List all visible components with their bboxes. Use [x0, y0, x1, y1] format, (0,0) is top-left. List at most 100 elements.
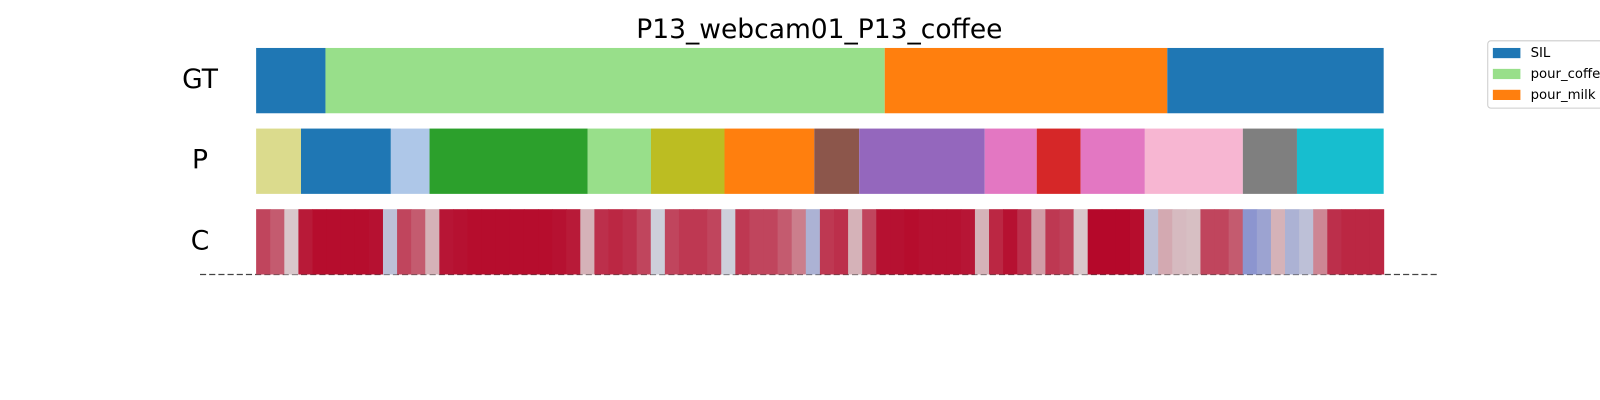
confidence-cell: [312, 209, 328, 275]
confidence-cell: [1003, 209, 1018, 275]
confidence-cell: [974, 209, 990, 275]
confidence-cell: [608, 209, 624, 275]
confidence-cell: [1242, 209, 1258, 275]
confidence-cell: [989, 209, 1004, 275]
confidence-cell: [622, 209, 638, 275]
segment: [1144, 128, 1243, 194]
confidence-cell: [326, 209, 342, 275]
confidence-cell: [890, 209, 905, 275]
confidence-cell: [749, 209, 765, 275]
confidence-cell: [411, 209, 426, 275]
confidence-cell: [382, 209, 398, 275]
confidence-cell: [707, 209, 722, 275]
confidence-cell: [763, 209, 779, 275]
legend-swatch: [1492, 68, 1521, 80]
confidence-cell: [523, 209, 539, 275]
confidence-cell: [1214, 209, 1230, 275]
confidence-cell: [946, 209, 962, 275]
segment: [256, 47, 326, 114]
confidence-cell: [1256, 209, 1272, 275]
legend-label: pour_coffe: [1531, 67, 1600, 82]
confidence-cell: [1031, 209, 1046, 275]
confidence-cell: [819, 209, 835, 275]
confidence-cell: [1115, 209, 1131, 275]
confidence-cell: [1341, 209, 1356, 275]
confidence-cell: [918, 209, 934, 275]
confidence-cell: [636, 209, 652, 275]
confidence-cell: [509, 209, 525, 275]
legend-label: pour_milk: [1531, 88, 1596, 103]
confidence-cell: [1144, 209, 1159, 275]
segment: [256, 128, 301, 194]
legend-label: SIL: [1531, 46, 1551, 61]
segment: [1167, 47, 1384, 114]
confidence-cell: [932, 209, 948, 275]
confidence-cell: [791, 209, 807, 275]
confidence-cell: [650, 209, 666, 275]
confidence-cell: [1270, 209, 1286, 275]
row-label: GT: [182, 64, 219, 95]
confidence-cell: [862, 209, 877, 275]
confidence-cell: [1186, 209, 1201, 275]
legend-swatch: [1492, 47, 1521, 59]
confidence-cell: [664, 209, 680, 275]
confidence-cell: [1087, 209, 1103, 275]
segment: [429, 128, 588, 194]
confidence-cell: [1285, 209, 1300, 275]
confidence-cell: [453, 209, 469, 275]
segment: [1296, 128, 1384, 194]
confidence-cell: [1228, 209, 1244, 275]
segment: [814, 128, 860, 194]
segment: [1242, 128, 1297, 194]
confidence-cell: [876, 209, 891, 275]
confidence-cell: [1129, 209, 1145, 275]
confidence-cell: [1200, 209, 1216, 275]
confidence-cell: [298, 209, 314, 275]
confidence-cell: [1299, 209, 1314, 275]
confidence-cell: [552, 209, 567, 275]
confidence-cell: [1313, 209, 1328, 275]
confidence-cell: [1369, 209, 1385, 275]
confidence-cell: [340, 209, 356, 275]
confidence-cell: [566, 209, 581, 275]
confidence-cell: [425, 209, 440, 275]
confidence-cell: [439, 209, 454, 275]
confidence-cell: [397, 209, 412, 275]
confidence-cell: [354, 209, 370, 275]
confidence-cell: [580, 209, 595, 275]
confidence-cell: [467, 209, 483, 275]
confidence-cell: [481, 209, 497, 275]
confidence-cell: [1017, 209, 1032, 275]
confidence-cell: [284, 209, 299, 275]
segment: [650, 128, 725, 194]
confidence-cell: [538, 209, 553, 275]
confidence-cell: [1073, 209, 1089, 275]
confidence-cell: [805, 209, 821, 275]
confidence-cell: [1172, 209, 1187, 275]
confidence-cell: [1327, 209, 1342, 275]
segment: [587, 128, 651, 194]
segment: [984, 128, 1037, 194]
confidence-cell: [721, 209, 736, 275]
confidence-cell: [1355, 209, 1371, 275]
confidence-cell: [256, 209, 271, 275]
legend-swatch: [1492, 89, 1521, 100]
segment: [325, 47, 885, 114]
segment: [390, 128, 430, 194]
confidence-cell: [1158, 209, 1173, 275]
segment: [724, 128, 815, 194]
segment: [859, 128, 985, 194]
confidence-cell: [495, 209, 511, 275]
confidence-cell: [833, 209, 849, 275]
segment: [300, 128, 391, 194]
confidence-cell: [848, 209, 863, 275]
confidence-cell: [270, 209, 285, 275]
confidence-cell: [693, 209, 708, 275]
confidence-cell: [735, 209, 750, 275]
confidence-cell: [368, 209, 384, 275]
segment: [1080, 128, 1145, 194]
confidence-cell: [1059, 209, 1075, 275]
confidence-cell: [777, 209, 793, 275]
